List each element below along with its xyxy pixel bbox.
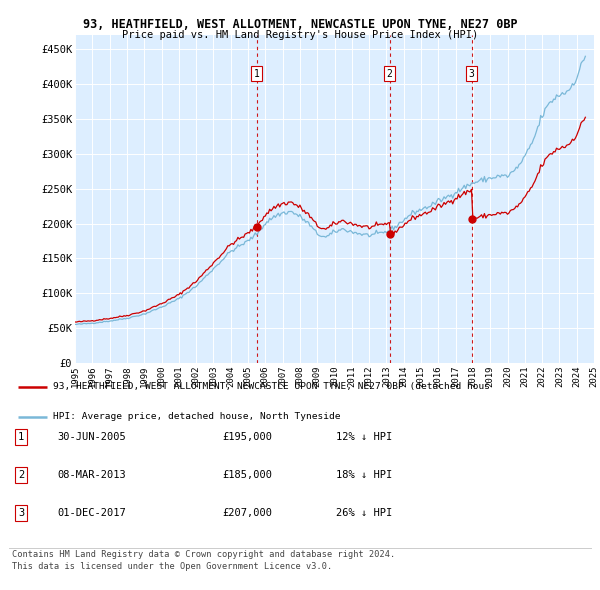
Text: 08-MAR-2013: 08-MAR-2013 [57, 470, 126, 480]
Text: Contains HM Land Registry data © Crown copyright and database right 2024.: Contains HM Land Registry data © Crown c… [12, 550, 395, 559]
Text: This data is licensed under the Open Government Licence v3.0.: This data is licensed under the Open Gov… [12, 562, 332, 571]
Text: HPI: Average price, detached house, North Tyneside: HPI: Average price, detached house, Nort… [53, 412, 340, 421]
Text: £185,000: £185,000 [222, 470, 272, 480]
Text: Price paid vs. HM Land Registry's House Price Index (HPI): Price paid vs. HM Land Registry's House … [122, 30, 478, 40]
Text: 2: 2 [386, 68, 392, 78]
Text: 30-JUN-2005: 30-JUN-2005 [57, 432, 126, 441]
Text: 12% ↓ HPI: 12% ↓ HPI [336, 432, 392, 441]
Text: 18% ↓ HPI: 18% ↓ HPI [336, 470, 392, 480]
Text: 26% ↓ HPI: 26% ↓ HPI [336, 509, 392, 518]
Text: 1: 1 [254, 68, 260, 78]
Text: 93, HEATHFIELD, WEST ALLOTMENT, NEWCASTLE UPON TYNE, NE27 0BP: 93, HEATHFIELD, WEST ALLOTMENT, NEWCASTL… [83, 18, 517, 31]
Text: 3: 3 [469, 68, 475, 78]
Text: 2: 2 [18, 470, 24, 480]
Text: 1: 1 [18, 432, 24, 441]
Text: 3: 3 [18, 509, 24, 518]
Text: 93, HEATHFIELD, WEST ALLOTMENT, NEWCASTLE UPON TYNE, NE27 0BP (detached hous: 93, HEATHFIELD, WEST ALLOTMENT, NEWCASTL… [53, 382, 490, 391]
Text: £195,000: £195,000 [222, 432, 272, 441]
Text: 01-DEC-2017: 01-DEC-2017 [57, 509, 126, 518]
Text: £207,000: £207,000 [222, 509, 272, 518]
